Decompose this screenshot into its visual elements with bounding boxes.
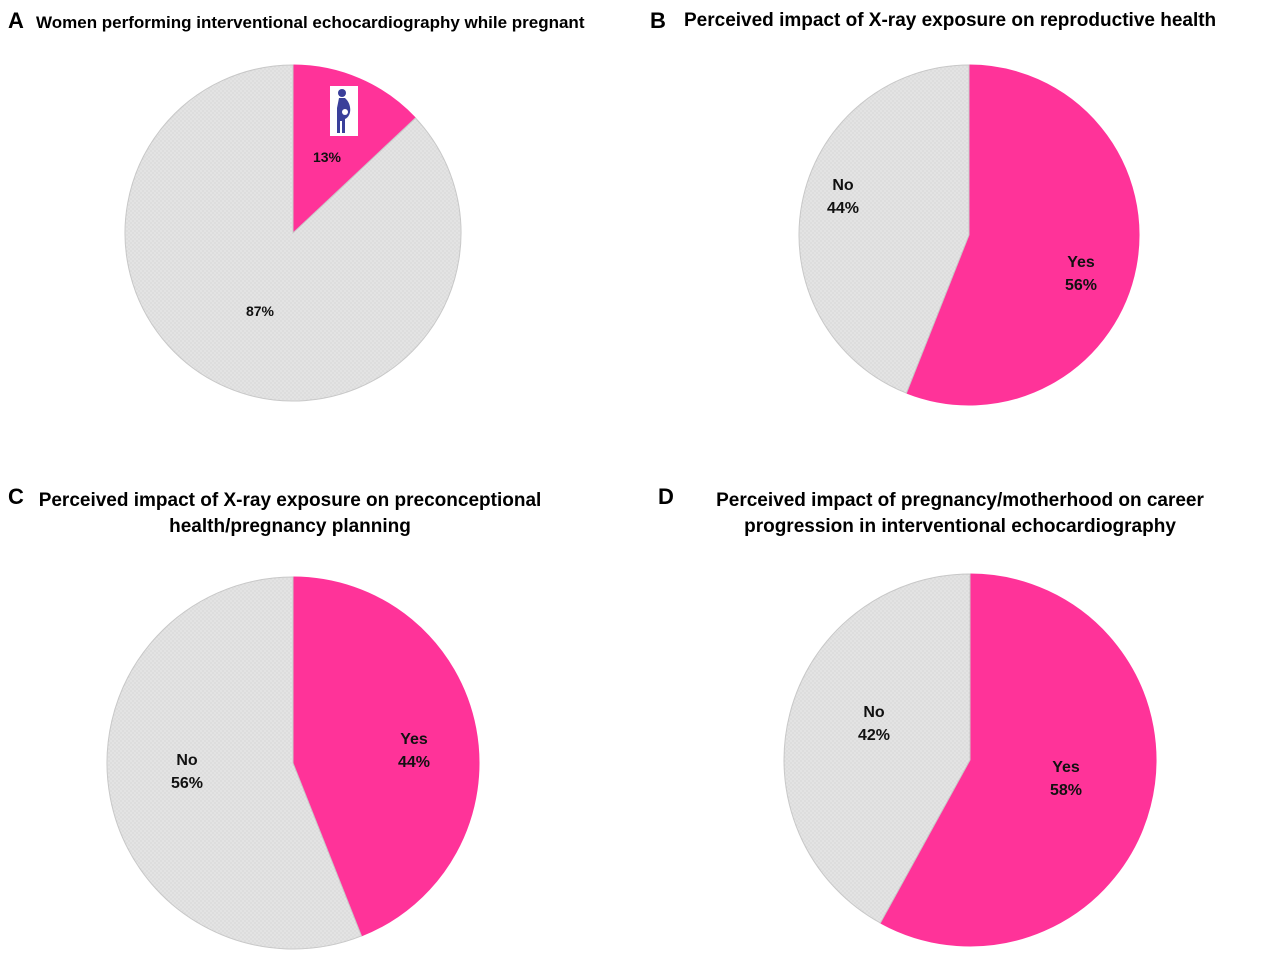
panel-c-letter: C [8, 484, 24, 509]
panel-d-title-line2: progression in interventional echocardio… [744, 516, 1176, 537]
panel-c-title-line1: Perceived impact of X-ray exposure on pr… [38, 490, 542, 511]
pie-chart-b: Yes 56% No 44% [798, 64, 1140, 406]
pregnant-woman-icon [330, 86, 358, 136]
pie-b-slice-no [798, 64, 970, 394]
panel-b-letter: B [650, 8, 666, 33]
panel-b-title: Perceived impact of X-ray exposure on re… [684, 10, 1217, 31]
pie-a-value-not-pregnant: 87% [246, 303, 275, 319]
pie-c-value-no: 56% [171, 775, 203, 792]
pie-d-value-no: 42% [858, 727, 890, 744]
pie-d-value-yes: 58% [1050, 782, 1082, 799]
pie-d-label-yes: Yes [1052, 759, 1080, 776]
panel-d-title: Perceived impact of pregnancy/motherhood… [700, 488, 1220, 540]
pie-d-slice-yes [879, 573, 1157, 947]
panel-c-title: Perceived impact of X-ray exposure on pr… [30, 488, 550, 540]
pie-b-label-yes: Yes [1067, 254, 1095, 271]
panel-a-title: Women performing interventional echocard… [36, 13, 585, 32]
pie-b-slice-yes [905, 64, 1140, 406]
panel-a-letter: A [8, 8, 24, 33]
pie-chart-d: Yes 58% No 42% [783, 573, 1157, 947]
pie-chart-c: Yes 44% No 56% [106, 576, 480, 950]
pie-d-slice-no [783, 573, 971, 924]
pie-c-slice-no [106, 576, 363, 950]
pie-b-value-yes: 56% [1065, 277, 1097, 294]
panel-c-title-line2: health/pregnancy planning [169, 516, 411, 537]
pie-a-slice-not-pregnant [124, 64, 462, 402]
pie-c-slice-yes [292, 576, 480, 937]
pie-chart-a: 13% 87% [124, 64, 462, 402]
panel-d-letter: D [658, 484, 674, 509]
pie-a-value-pregnant: 13% [313, 149, 342, 165]
pie-c-label-no: No [176, 752, 198, 769]
pie-d-label-no: No [863, 704, 885, 721]
panel-d-title-line1: Perceived impact of pregnancy/motherhood… [716, 490, 1204, 511]
pie-b-value-no: 44% [827, 200, 859, 217]
pie-c-label-yes: Yes [400, 731, 428, 748]
pie-c-value-yes: 44% [398, 754, 430, 771]
pie-a-slice-pregnant [292, 64, 417, 235]
pie-b-label-no: No [832, 177, 854, 194]
